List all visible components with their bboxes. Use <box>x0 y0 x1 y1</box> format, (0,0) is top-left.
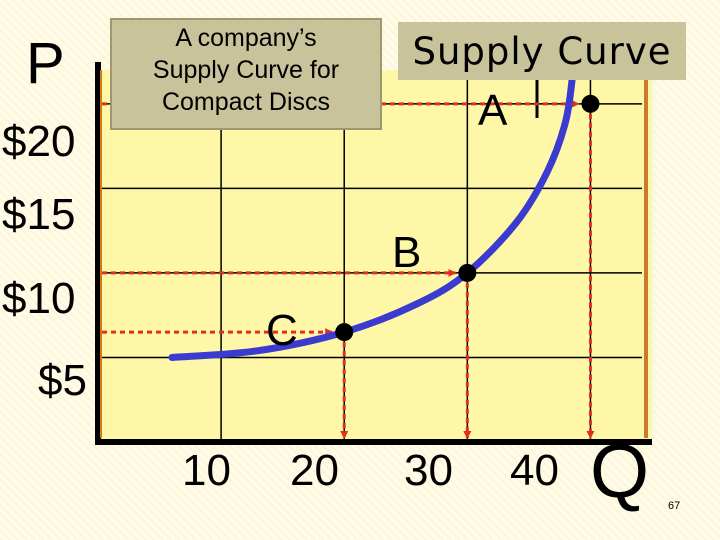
point-label-c: C <box>266 306 298 355</box>
y-axis-label: P <box>26 31 65 96</box>
point-label-b: B <box>392 228 422 277</box>
point-label-a: A <box>478 86 508 135</box>
chart-title-line-1: A company’s <box>175 24 317 52</box>
slide-number: 67 <box>668 500 681 512</box>
y-tick-10: $10 <box>2 274 76 323</box>
x-tick-10: 10 <box>182 446 231 495</box>
chart-title-line-3: Compact Discs <box>161 88 331 116</box>
point-b <box>458 263 477 282</box>
point-a <box>581 94 600 113</box>
x-tick-40: 40 <box>510 446 559 495</box>
y-tick-15: $15 <box>2 190 76 239</box>
point-c <box>335 323 354 342</box>
axes <box>95 62 652 445</box>
data-points <box>335 94 600 342</box>
chart-title-line-2: Supply Curve for <box>152 56 340 84</box>
x-tick-30: 30 <box>404 446 453 495</box>
x-tick-20: 20 <box>290 446 339 495</box>
y-tick-5: $5 <box>38 356 87 405</box>
x-axis-label: Q <box>590 429 650 514</box>
chart-subtitle: Supply Curve <box>412 30 672 73</box>
chart-title-box: A company’s Supply Curve for Compact Dis… <box>110 18 382 130</box>
chart-subtitle-box: Supply Curve <box>398 22 686 80</box>
y-tick-20: $20 <box>2 117 76 166</box>
